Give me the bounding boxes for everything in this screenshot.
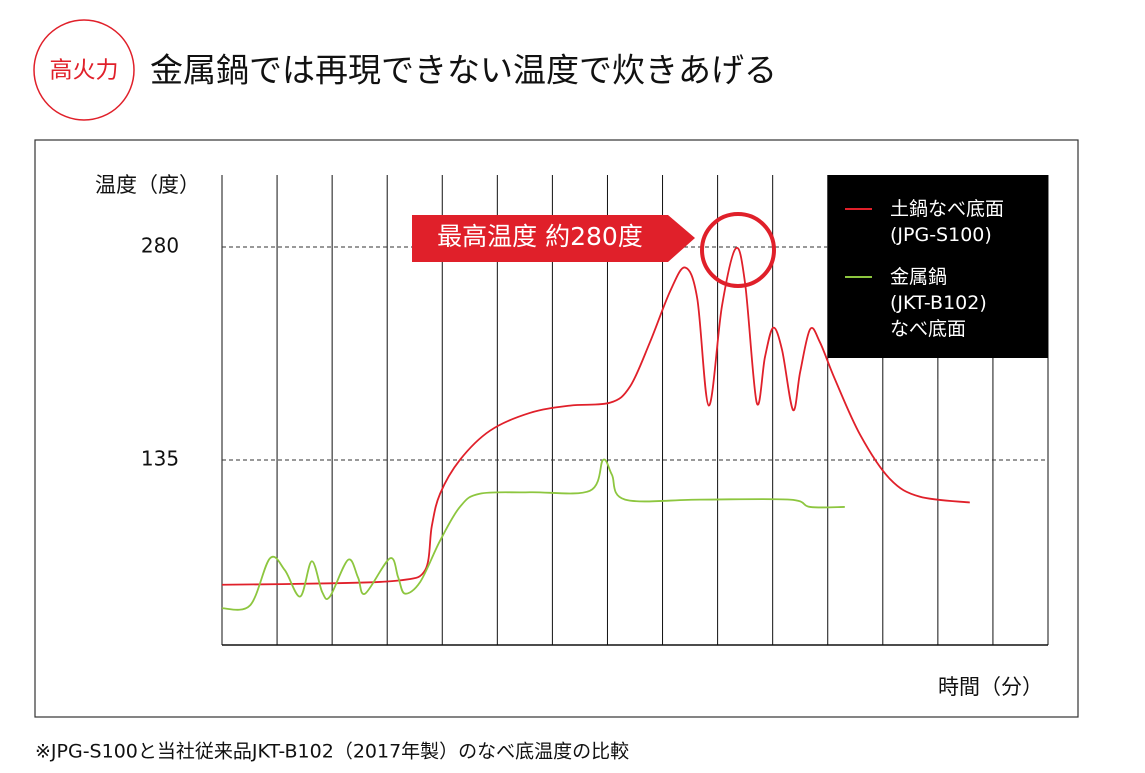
annotation: 最高温度 約280度 [437,222,643,251]
x-axis-label: 時間（分） [938,675,1043,699]
callout [412,215,695,262]
legend-entry: 金属鍋 (JKT-B102) なべ底面 [890,266,987,340]
series-line [221,246,970,586]
page-title: 金属鍋では再現できない温度で炊きあげる [150,51,777,90]
badge-circle [33,19,135,121]
legend-entry: 土鍋なべ底面 (JPG-S100) [890,198,1005,246]
chart-frame [34,139,1079,718]
overlay: 最高温度 約280度 [412,175,1048,358]
series-line [221,458,845,611]
peak-circle [700,212,776,288]
y-tick-label: 280 [141,233,179,257]
y-axis-label: 温度（度） [95,173,200,197]
plot: 135 280 [141,175,1049,646]
y-tick-label: 135 [141,446,179,470]
legend-box [828,175,1048,358]
footnote: ※JPG-S100と当社従来品JKT-B102（2017年製）のなべ底温度の比較 [35,741,629,763]
badge: 高火力 [50,58,119,84]
